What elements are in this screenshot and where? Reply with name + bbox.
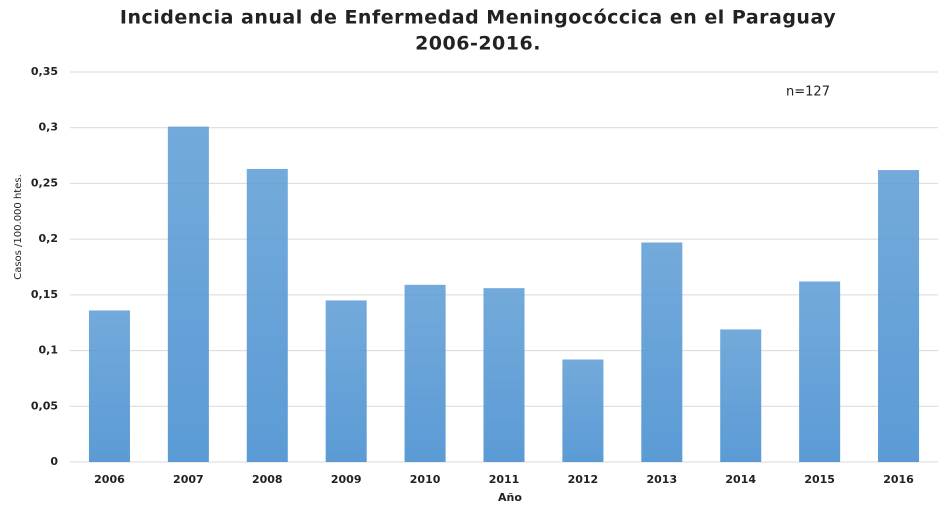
x-tick-label: 2007	[173, 473, 204, 486]
x-tick-label: 2011	[489, 473, 520, 486]
y-tick-label: 0,1	[39, 344, 59, 357]
y-tick-label: 0,05	[31, 399, 58, 412]
annotation: n=127	[786, 85, 830, 100]
y-tick-label: 0,35	[31, 65, 58, 78]
y-tick-label: 0,15	[31, 288, 58, 301]
bar	[483, 288, 525, 462]
y-tick-label: 0	[50, 455, 58, 468]
bar	[404, 284, 446, 462]
bar	[562, 359, 604, 462]
bar	[167, 126, 209, 462]
x-tick-label: 2014	[725, 473, 756, 486]
x-tick-label: 2015	[804, 473, 835, 486]
x-tick-label: 2009	[331, 473, 362, 486]
bar	[246, 168, 288, 462]
bar	[878, 170, 920, 463]
x-axis-label: Año	[498, 491, 522, 504]
bar	[720, 329, 762, 462]
bar	[325, 300, 367, 462]
bar	[88, 310, 130, 462]
x-tick-label: 2013	[647, 473, 678, 486]
y-tick-label: 0,3	[39, 121, 59, 134]
x-tick-label: 2006	[94, 473, 125, 486]
x-tick-label: 2012	[568, 473, 599, 486]
bar	[641, 242, 683, 462]
bar	[799, 281, 841, 462]
chart-title: 2006-2016.	[415, 33, 541, 55]
y-tick-label: 0,25	[31, 176, 58, 189]
x-tick-label: 2008	[252, 473, 283, 486]
x-tick-label: 2010	[410, 473, 441, 486]
y-tick-label: 0,2	[39, 232, 59, 245]
chart-title: Incidencia anual de Enfermedad Meningocó…	[120, 7, 836, 29]
y-axis-label: Casos /100.000 htes.	[13, 174, 24, 280]
x-tick-label: 2016	[883, 473, 914, 486]
